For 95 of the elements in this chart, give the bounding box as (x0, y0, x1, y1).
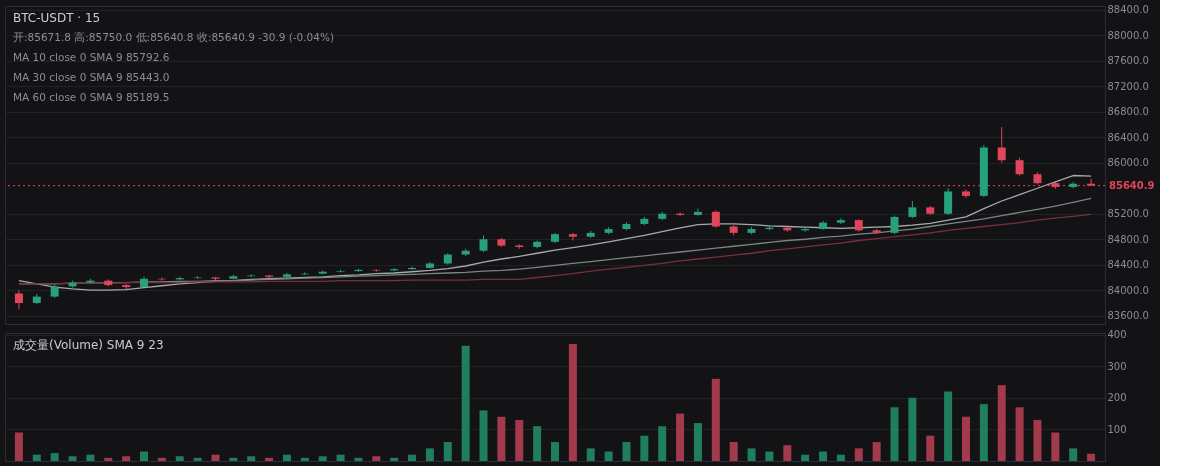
bar (425, 448, 434, 461)
bar (247, 456, 256, 461)
bar (676, 413, 685, 461)
chart-title: 成交量(Volume) SMA 9 23 (13, 338, 164, 352)
y-tick-label: 86000.0 (1107, 157, 1149, 169)
bar (282, 454, 291, 461)
bar (461, 345, 470, 461)
y-tick-label: 300 (1107, 360, 1127, 372)
bar (908, 397, 917, 461)
bar (68, 456, 77, 461)
bar (390, 457, 399, 461)
bar (1051, 432, 1060, 461)
bar (211, 454, 220, 461)
bar (533, 426, 542, 461)
y-tick-label: 87200.0 (1107, 80, 1149, 92)
bar (890, 407, 899, 461)
bar (711, 378, 720, 461)
bar (443, 442, 452, 461)
annotation: MA 60 close 0 SMA 9 85189.5 (13, 91, 170, 103)
bar (568, 344, 577, 461)
line-series (18, 213, 1092, 285)
bar (658, 426, 667, 461)
bar (944, 391, 953, 461)
bar (157, 457, 166, 461)
candlestick (14, 289, 23, 310)
annotation: MA 30 close 0 SMA 9 85443.0 (13, 71, 170, 83)
line-series (18, 174, 1092, 291)
bar (408, 454, 417, 461)
bar (551, 442, 559, 461)
bar (747, 448, 756, 461)
bar (836, 454, 845, 461)
annotation: 开:85671.8 高:85750.0 低:85640.8 收:85640.9 -30.9 (-0.04%) (13, 31, 335, 43)
bar (122, 456, 131, 461)
candlestick (944, 187, 953, 216)
bar (979, 404, 988, 461)
bar (801, 454, 810, 461)
bar (372, 456, 381, 461)
y-tick-label: 400 (1107, 329, 1127, 341)
bar (640, 435, 649, 461)
bar (300, 457, 309, 461)
bar (997, 385, 1006, 461)
bar (14, 432, 23, 461)
y-tick-label: 85200.0 (1107, 208, 1149, 220)
y-tick-label: 200 (1107, 392, 1127, 404)
candlestick (890, 215, 899, 235)
bar (479, 410, 488, 461)
bar (229, 457, 238, 461)
y-tick-label: 84000.0 (1107, 284, 1149, 296)
bar (318, 456, 327, 461)
candlestick (693, 208, 702, 217)
candlestick (1087, 178, 1096, 187)
bar (193, 457, 202, 461)
bar (622, 442, 631, 461)
bar (604, 451, 613, 461)
bar (1087, 453, 1096, 461)
bar (872, 442, 881, 461)
y-tick-label: 100 (1107, 423, 1127, 435)
bar (854, 448, 863, 461)
bar (1069, 448, 1078, 461)
bar (586, 448, 595, 461)
chart-title: BTC-USDT · 15 (13, 11, 101, 25)
bar (140, 451, 149, 461)
bar (783, 445, 792, 461)
y-tick-label: 86400.0 (1107, 131, 1149, 143)
ref-line-label: 85640.9 (1109, 179, 1155, 191)
bar (497, 416, 506, 461)
y-tick-label: 86800.0 (1107, 106, 1149, 118)
bar (926, 435, 935, 461)
bar (693, 423, 702, 461)
bar (265, 457, 274, 461)
bar (1033, 419, 1042, 461)
bar (354, 457, 363, 461)
y-tick-label: 84400.0 (1107, 259, 1149, 271)
bar (819, 451, 828, 461)
candlestick (836, 217, 845, 225)
bar (765, 451, 774, 461)
candlestick (997, 126, 1006, 164)
annotation: MA 10 close 0 SMA 9 85792.6 (13, 51, 170, 63)
bar (336, 454, 345, 461)
bar (1015, 407, 1024, 461)
bar (32, 454, 41, 461)
bar (729, 442, 738, 461)
y-tick-label: 88400.0 (1107, 4, 1149, 16)
bar (175, 456, 184, 461)
candlestick (122, 283, 131, 290)
bar (86, 454, 95, 461)
y-tick-label: 87600.0 (1107, 55, 1149, 67)
y-tick-label: 88000.0 (1107, 29, 1149, 41)
y-tick-label: 84800.0 (1107, 233, 1149, 245)
y-tick-label: 83600.0 (1107, 310, 1149, 322)
bar (515, 419, 524, 461)
candlestick (568, 232, 577, 242)
bar (104, 457, 113, 461)
bar (50, 453, 59, 461)
bar (961, 416, 970, 461)
